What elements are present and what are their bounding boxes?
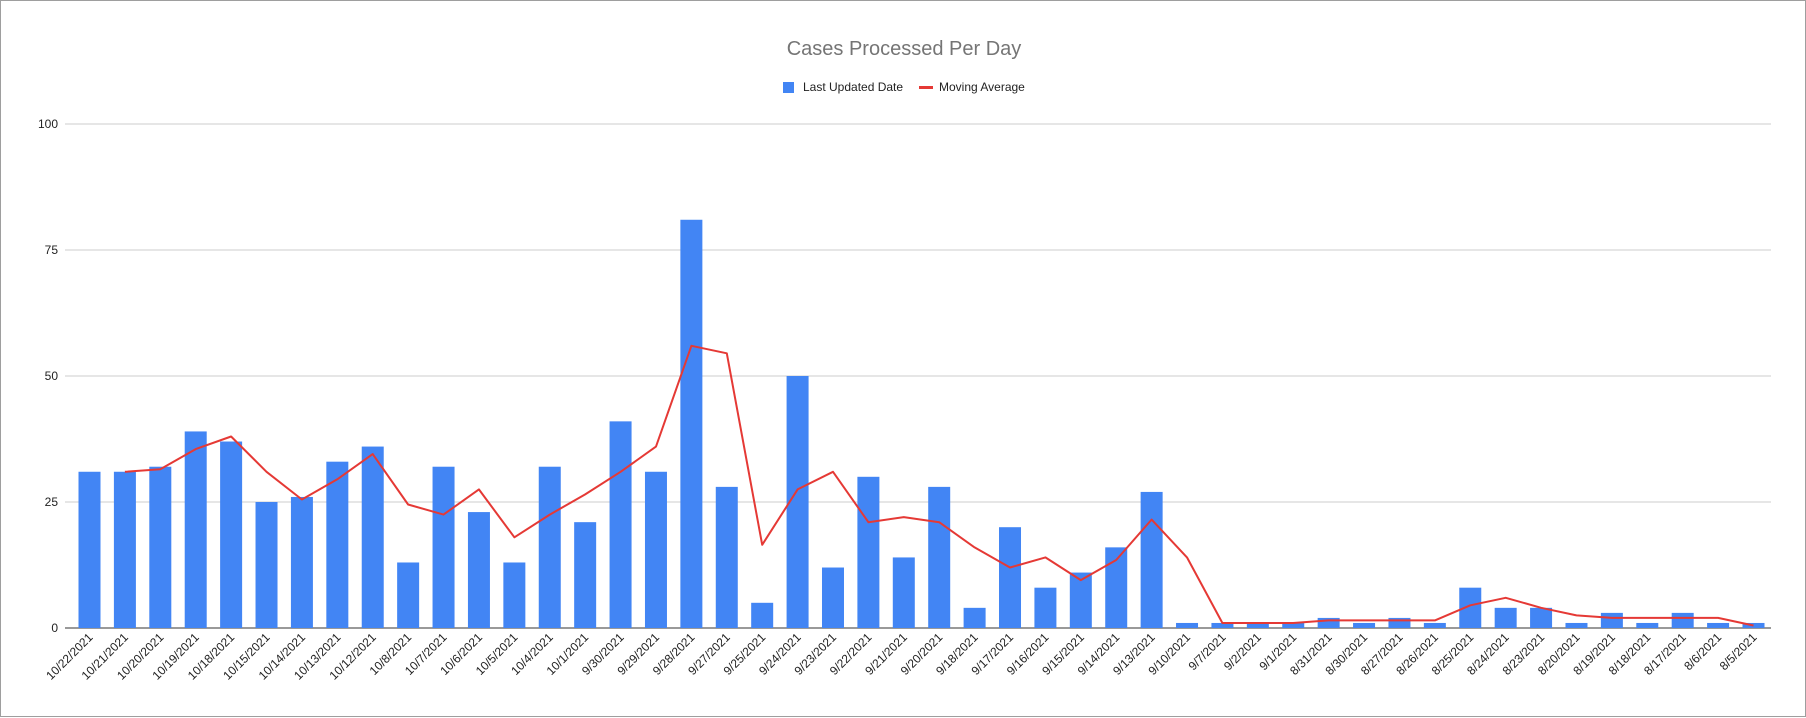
bar [892, 557, 915, 628]
bar [113, 471, 136, 628]
bar [1140, 491, 1163, 628]
bar [538, 466, 561, 628]
bar [821, 567, 844, 628]
bar [290, 496, 313, 628]
bar [1069, 572, 1092, 628]
bar [1530, 607, 1553, 628]
bar [1388, 617, 1411, 628]
gridlines [65, 123, 1771, 629]
legend-swatch-line [919, 86, 933, 89]
legend-swatch-bar [783, 82, 794, 93]
bar [715, 486, 738, 628]
bar [1707, 622, 1730, 628]
bar [609, 421, 632, 628]
y-axis-ticks: 0 25 50 75 100 [38, 117, 58, 635]
bar [680, 219, 703, 628]
bar [1211, 622, 1234, 628]
x-tick-label: 9/2/2021 [1221, 630, 1264, 673]
bar [786, 376, 809, 628]
bar [1600, 612, 1623, 628]
moving-average-line [124, 344, 1754, 627]
bar [255, 502, 278, 628]
x-tick-label: 8/5/2021 [1717, 630, 1760, 673]
y-tick-label: 25 [45, 495, 59, 509]
bar [857, 476, 880, 628]
bar [397, 562, 420, 628]
y-tick-label: 50 [45, 369, 59, 383]
bar [184, 431, 207, 628]
bar [1034, 587, 1057, 628]
bar [1565, 622, 1588, 628]
bar [1353, 622, 1376, 628]
x-axis-ticks: 10/22/202110/21/202110/20/202110/19/2021… [43, 630, 1760, 683]
bar [1317, 617, 1340, 628]
y-tick-label: 100 [38, 117, 58, 131]
bar [1423, 622, 1446, 628]
y-tick-label: 75 [45, 243, 59, 257]
bar [220, 441, 243, 628]
legend-label-line: Moving Average [939, 80, 1025, 94]
bar [503, 562, 526, 628]
bar [928, 486, 951, 628]
bar [999, 527, 1022, 628]
bar [1459, 587, 1482, 628]
bar [963, 607, 986, 628]
bar [1494, 607, 1517, 628]
bar [1105, 547, 1128, 628]
bar [326, 461, 349, 628]
legend: Last Updated Date Moving Average [783, 80, 1025, 94]
bar [467, 512, 490, 628]
y-tick-label: 0 [51, 621, 58, 635]
bar [1176, 622, 1199, 628]
bar [644, 471, 667, 628]
line-series [124, 344, 1754, 627]
bar [751, 602, 774, 628]
chart-title: Cases Processed Per Day [787, 38, 1022, 60]
bar [1246, 622, 1269, 628]
bar [361, 446, 384, 628]
bar [432, 466, 455, 628]
bar [1671, 612, 1694, 628]
bar [78, 471, 101, 628]
bar [574, 522, 597, 628]
bar [1282, 622, 1305, 628]
legend-label-bar: Last Updated Date [803, 80, 903, 94]
bar [1636, 622, 1659, 628]
bar [149, 466, 172, 628]
x-tick-label: 8/6/2021 [1681, 630, 1724, 673]
x-tick-label: 9/7/2021 [1186, 630, 1229, 673]
bar-series [78, 219, 1765, 628]
